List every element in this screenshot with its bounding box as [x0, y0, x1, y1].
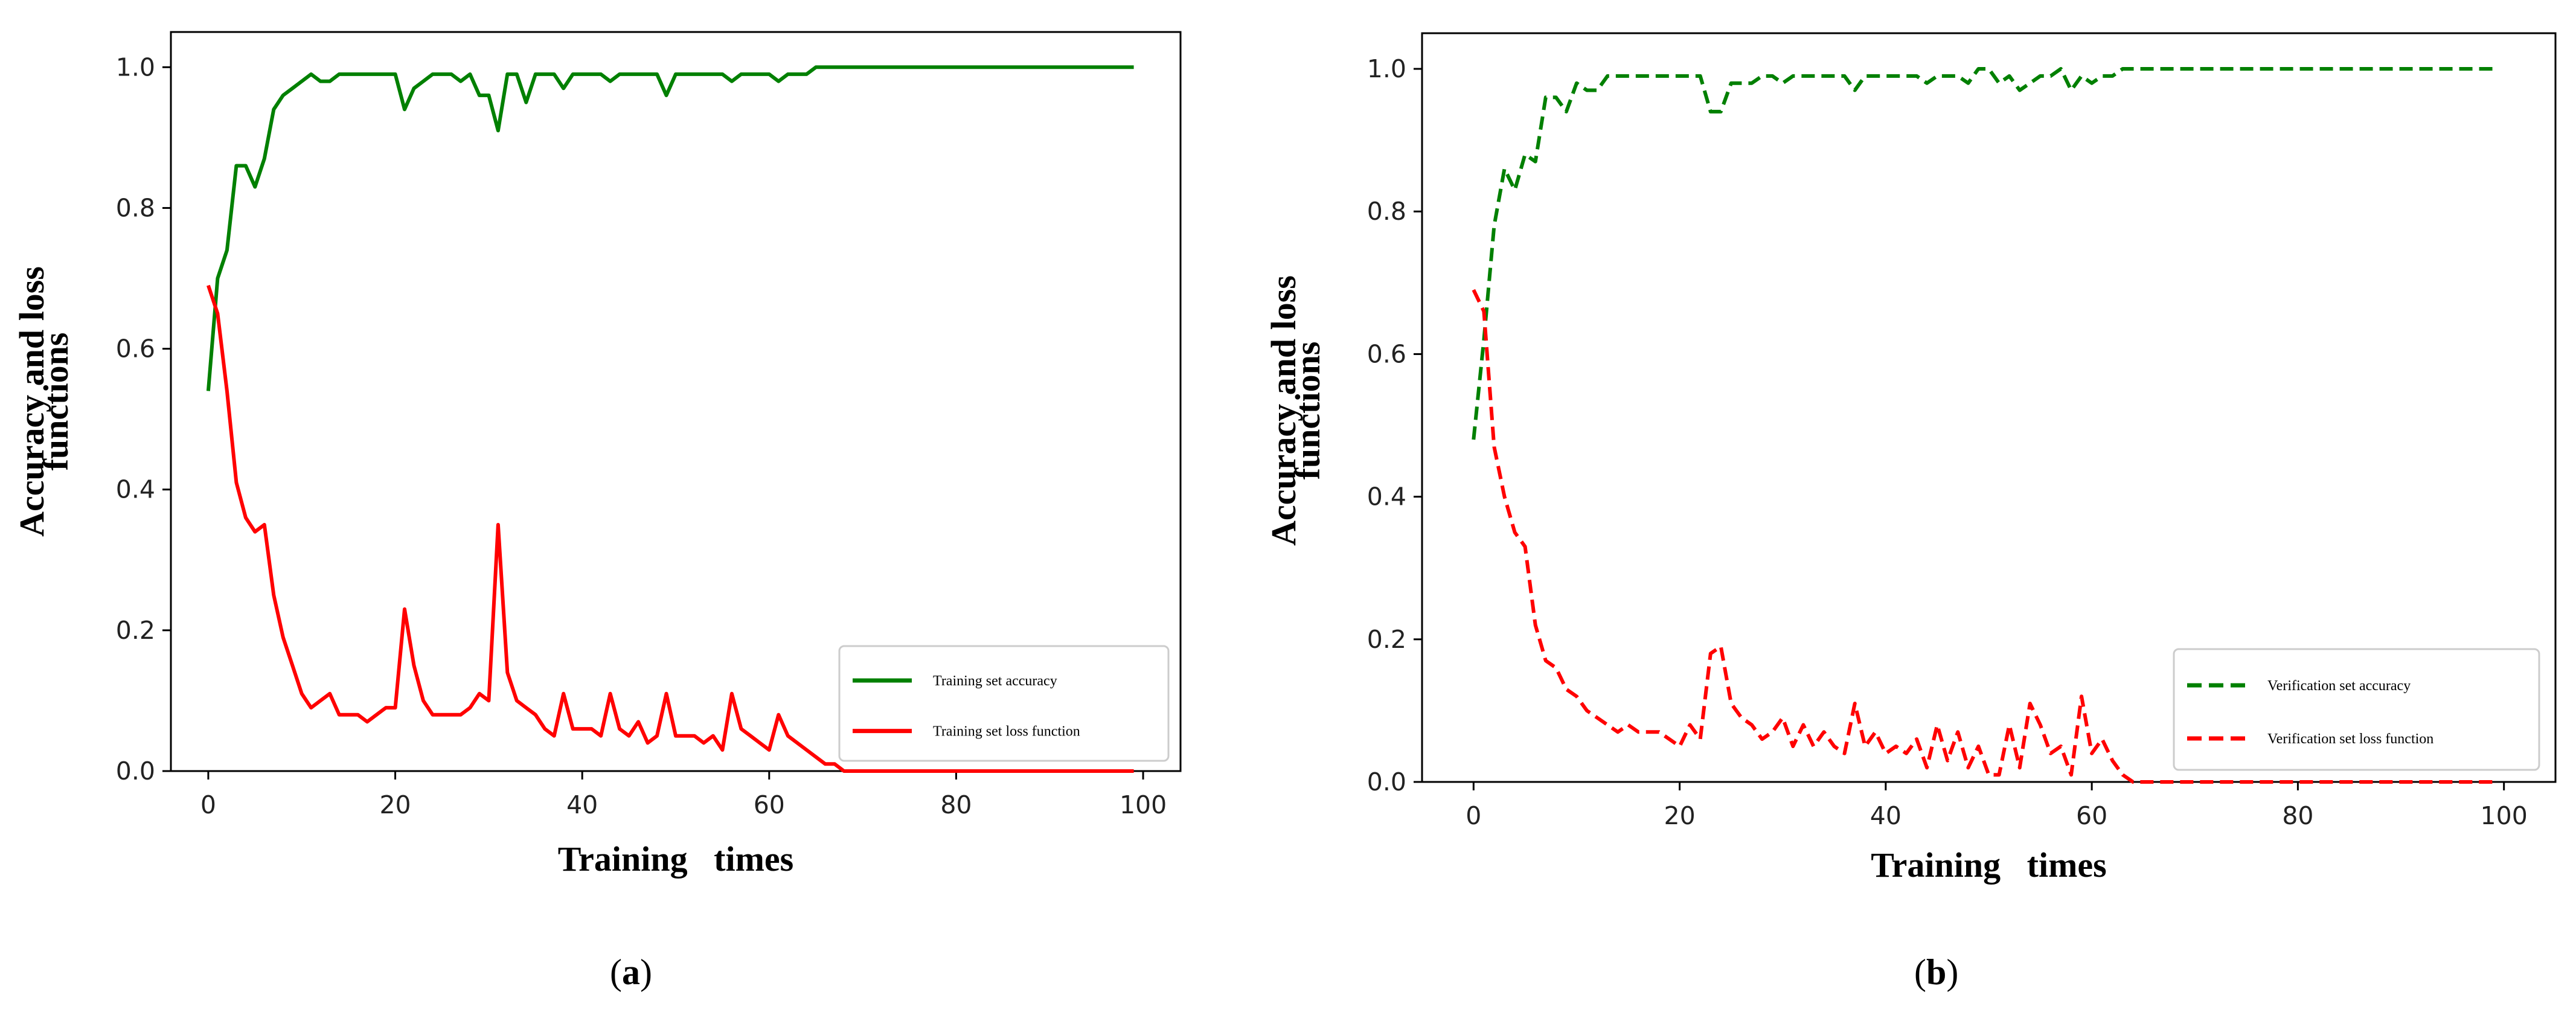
- series-line-accuracy: [1472, 67, 2494, 440]
- x-tick-label: 20: [1664, 801, 1696, 830]
- y-axis-label-line1: Accuracy and loss: [1264, 275, 1303, 546]
- legend-box: [2173, 648, 2540, 771]
- plot-frame: [1421, 32, 2557, 783]
- y-tick-label: 0.0: [116, 757, 155, 786]
- series-line-loss: [207, 284, 1134, 773]
- legend-label-loss: Verification set loss function: [2267, 731, 2433, 747]
- x-tick-label: 0: [1466, 801, 1481, 830]
- y-tick-label: 0.6: [1367, 339, 1406, 368]
- panel-a: 0.0 0.2 0.4 0.6 0.8 1.0 0 20 40 60 80 100 Training t…: [12, 31, 1182, 992]
- x-tick-label: 100: [2481, 801, 2528, 830]
- y-tick-label: 1.0: [1367, 54, 1406, 83]
- series-line-loss: [1472, 289, 2494, 784]
- x-tick-label: 0: [200, 790, 216, 819]
- x-tick-label: 40: [566, 790, 598, 819]
- legend-label-accuracy: Verification set accuracy: [2267, 678, 2411, 694]
- y-tick-label: 1.0: [116, 53, 155, 82]
- x-axis-label: Training times: [558, 839, 793, 879]
- y-tick-label: 0.6: [116, 335, 155, 363]
- y-tick-label: 0.4: [1367, 482, 1406, 511]
- x-tick-label: 60: [2076, 801, 2107, 830]
- x-axis-label: Training times: [1871, 845, 2106, 885]
- x-tick-label: 100: [1120, 790, 1167, 819]
- legend-box: [838, 645, 1170, 762]
- panel-caption: (a): [610, 952, 652, 992]
- x-tick-label: 80: [2282, 801, 2313, 830]
- y-axis-label-line2: functions: [1288, 342, 1327, 480]
- series-line-accuracy: [206, 65, 1134, 391]
- x-tick-label: 40: [1870, 801, 1902, 830]
- legend-label-accuracy: Training set accuracy: [933, 673, 1057, 689]
- legend-label-loss: Training set loss function: [933, 724, 1080, 740]
- x-tick-label: 60: [754, 790, 785, 819]
- panel-caption: (b): [1914, 952, 1958, 992]
- plot-frame: [170, 31, 1182, 772]
- x-tick-label: 80: [940, 790, 972, 819]
- y-tick-label: 0.2: [116, 616, 155, 645]
- y-tick-label: 0.8: [116, 193, 155, 222]
- x-tick-label: 20: [379, 790, 411, 819]
- y-tick-label: 0.2: [1367, 625, 1406, 654]
- panel-b: 0.0 0.2 0.4 0.6 0.8 1.0 0 20 40 60 80 100 Training t…: [1264, 32, 2557, 992]
- y-axis-label-line2: functions: [36, 333, 75, 471]
- y-tick-label: 0.4: [116, 475, 155, 504]
- y-tick-label: 0.0: [1367, 767, 1406, 796]
- y-tick-label: 0.8: [1367, 197, 1406, 226]
- y-axis-label-line1: Accuracy and loss: [12, 266, 51, 537]
